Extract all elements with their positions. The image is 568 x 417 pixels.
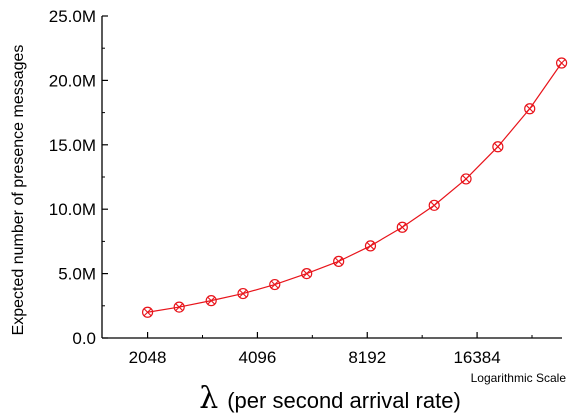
data-point-cross bbox=[430, 201, 439, 210]
data-point-cross bbox=[398, 223, 407, 232]
data-point bbox=[460, 173, 472, 185]
data-point-circle bbox=[524, 103, 536, 115]
data-point-cross bbox=[334, 257, 343, 266]
x-axis-label-symbol: λ bbox=[199, 381, 218, 416]
data-point-cross bbox=[270, 280, 279, 289]
x-tick-label: 2048 bbox=[129, 348, 167, 367]
data-point-cross bbox=[175, 303, 184, 312]
data-point-cross bbox=[493, 142, 502, 151]
data-point-circle bbox=[364, 240, 377, 252]
series-layer bbox=[141, 57, 568, 318]
data-point-circle bbox=[173, 301, 185, 313]
y-tick-label: 5.0M bbox=[58, 265, 96, 284]
series-line bbox=[147, 62, 563, 313]
y-tick-label: 25.0M bbox=[49, 7, 96, 26]
data-point bbox=[524, 103, 536, 115]
data-point bbox=[237, 287, 249, 300]
x-axis-label: λ (per second arrival rate) bbox=[199, 381, 461, 416]
data-point-circle bbox=[428, 199, 440, 211]
y-tick-label: 15.0M bbox=[49, 136, 96, 155]
data-point-circle bbox=[301, 268, 313, 280]
data-point-circle bbox=[269, 278, 281, 291]
x-tick-label: 8192 bbox=[348, 348, 386, 367]
data-point-cross bbox=[143, 308, 152, 317]
data-point-circle bbox=[141, 306, 154, 318]
data-point bbox=[173, 301, 185, 313]
y-tick-label: 20.0M bbox=[49, 71, 96, 90]
axes bbox=[101, 16, 562, 339]
data-point-circle bbox=[492, 141, 504, 153]
data-point-cross bbox=[525, 104, 534, 113]
x-scale-note: Logarithmic Scale bbox=[471, 371, 567, 385]
data-point-circle bbox=[396, 221, 408, 233]
y-axis-label: Expected number of presence messages bbox=[10, 45, 27, 336]
x-tick-label: 4096 bbox=[239, 348, 277, 367]
data-point-circle bbox=[237, 287, 249, 300]
y-tick-label: 0.0 bbox=[72, 329, 96, 348]
x-axis-label-text: (per second arrival rate) bbox=[227, 388, 461, 413]
data-point-cross bbox=[366, 241, 375, 250]
data-point-cross bbox=[239, 289, 247, 298]
data-point bbox=[301, 268, 313, 280]
y-ticks: 0.0 5.0M 10.0M 15.0M 20.0M 25.0M bbox=[49, 7, 108, 348]
data-point-circle bbox=[205, 295, 217, 307]
data-point bbox=[556, 57, 568, 69]
x-tick-label: 16384 bbox=[453, 348, 500, 367]
data-point-circle bbox=[556, 57, 568, 69]
data-point bbox=[333, 255, 345, 267]
data-point bbox=[428, 199, 440, 211]
data-point-cross bbox=[302, 269, 311, 278]
data-point bbox=[492, 141, 504, 153]
data-point bbox=[269, 278, 281, 291]
data-point bbox=[364, 240, 377, 252]
data-point-cross bbox=[462, 175, 470, 183]
data-point bbox=[396, 221, 408, 233]
data-point-cross bbox=[207, 296, 216, 305]
data-point-circle bbox=[460, 173, 472, 185]
data-point bbox=[205, 295, 217, 307]
y-tick-label: 10.0M bbox=[49, 200, 96, 219]
x-ticks: 2048 4096 8192 16384 bbox=[129, 332, 533, 367]
data-point bbox=[141, 306, 154, 318]
svg-text:λ (per second arrival ra: λ (per second arrival rate) bbox=[199, 381, 461, 416]
data-point-circle bbox=[333, 255, 345, 267]
data-point-cross bbox=[557, 59, 566, 67]
